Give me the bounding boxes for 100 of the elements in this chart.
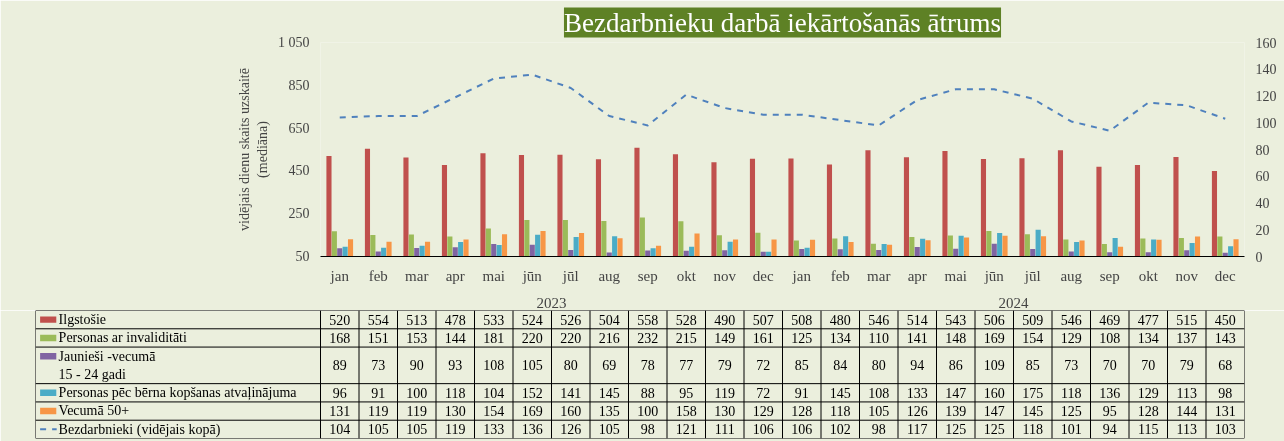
data-label: 149 (714, 330, 736, 346)
data-label: 118 (1061, 385, 1082, 401)
data-label: 131 (329, 404, 351, 420)
y2-tick-label: 60 (1255, 169, 1270, 185)
x-tick-label: sep (1099, 267, 1120, 284)
data-label: 158 (675, 404, 697, 420)
data-label: 94 (910, 358, 925, 374)
data-label: 69 (602, 358, 617, 374)
data-label: 161 (752, 330, 774, 346)
data-label: 119 (406, 404, 427, 420)
data-label: 125 (1060, 404, 1082, 420)
data-label: 546 (868, 312, 890, 328)
data-label: 101 (1060, 422, 1082, 438)
data-label: 137 (1176, 330, 1198, 346)
data-label: 77 (679, 358, 694, 374)
data-label: 168 (329, 330, 351, 346)
y-tick-label: 50 (295, 249, 310, 264)
y2-tick-label: 80 (1255, 142, 1270, 158)
x-tick-label: aug (598, 267, 621, 284)
x-tick-label: mar (867, 267, 891, 284)
data-label: 108 (483, 358, 505, 374)
data-label: 133 (906, 385, 928, 401)
data-label: 515 (1176, 312, 1198, 328)
data-label: 96 (332, 385, 347, 401)
data-label: 134 (1137, 330, 1159, 346)
data-label: 88 (640, 385, 655, 401)
data-label: 79 (1179, 358, 1194, 374)
data-label: 133 (483, 422, 505, 438)
data-label: 103 (1214, 422, 1236, 438)
data-label: 113 (1176, 422, 1197, 438)
y-tick-label: 850 (288, 77, 310, 93)
y-tick-label: 1 050 (278, 35, 310, 50)
data-label: 125 (945, 422, 967, 438)
data-label: 513 (406, 312, 428, 328)
x-tick-label: nov (1175, 267, 1199, 284)
y2-tick-label: 40 (1255, 196, 1270, 211)
data-label: 126 (906, 404, 928, 420)
data-label: 129 (1137, 385, 1159, 401)
y-tick-label: 450 (288, 163, 310, 179)
data-label: 130 (444, 404, 466, 420)
x-tick-label: nov (713, 267, 737, 284)
data-label: 91 (794, 385, 809, 401)
data-label: 220 (521, 330, 543, 346)
data-label: 72 (756, 358, 771, 374)
legend-label: Personas pēc bērna kopšanas atvaļinājuma (58, 385, 298, 402)
legend-label: Jaunieši -vecumā 15 - 24 gadi (58, 348, 157, 383)
data-label: 477 (1137, 312, 1159, 328)
data-label: 509 (1022, 312, 1044, 328)
x-tick-label: okt (676, 267, 697, 284)
data-label: 85 (794, 358, 809, 374)
x-tick-label: mai (482, 267, 505, 284)
data-label: 154 (483, 404, 505, 420)
y-axis-title: vidējais dienu skaits uzskaitē (mediāna) (237, 68, 271, 231)
data-label: 113 (1176, 385, 1197, 401)
data-label: 98 (871, 422, 886, 438)
data-label: 232 (637, 330, 659, 346)
data-label: 507 (752, 312, 774, 328)
data-label: 554 (367, 312, 389, 328)
data-label: 79 (717, 358, 732, 374)
data-label: 136 (1099, 385, 1121, 401)
data-label: 119 (714, 385, 735, 401)
data-label: 105 (406, 422, 428, 438)
data-label: 136 (521, 422, 543, 438)
data-label: 129 (1060, 330, 1082, 346)
data-label: 490 (714, 312, 736, 328)
data-label: 160 (560, 404, 582, 420)
data-label: 104 (329, 422, 351, 438)
y2-tick-label: 20 (1255, 222, 1270, 238)
data-label: 450 (1214, 312, 1236, 328)
data-label: 121 (675, 422, 697, 438)
chart-title: Bezdarbnieku darbā iekārtošanās ātrums (563, 7, 1002, 38)
x-tick-label: jūl (561, 267, 579, 284)
text: 2023 (536, 294, 567, 311)
data-label: 115 (1138, 422, 1159, 438)
x-tick-label: jūl (1023, 267, 1041, 284)
x-tick-label: jūn (983, 267, 1005, 284)
data-label: 119 (445, 422, 466, 438)
data-label: 91 (371, 385, 386, 401)
data-label: 118 (830, 404, 851, 420)
data-label: 125 (983, 422, 1005, 438)
data-label: 89 (332, 358, 347, 374)
data-label: 84 (833, 358, 848, 374)
x-tick-label: feb (368, 267, 388, 284)
data-label: 105 (367, 422, 389, 438)
data-label: 70 (1102, 358, 1117, 374)
data-label: 109 (983, 358, 1005, 374)
y2-tick-label: 160 (1255, 35, 1277, 51)
data-label: 160 (983, 385, 1005, 401)
data-label: 106 (752, 422, 774, 438)
data-label: 546 (1060, 312, 1082, 328)
data-label: 216 (598, 330, 620, 346)
data-label: 128 (1137, 404, 1159, 420)
data-label: 100 (406, 385, 428, 401)
data-label: 98 (1218, 385, 1233, 401)
y2-tick-label: 140 (1255, 62, 1277, 78)
y2-tick-label: 0 (1255, 249, 1263, 265)
data-label: 514 (906, 312, 928, 328)
data-label: 105 (521, 358, 543, 374)
data-label: 148 (945, 330, 967, 346)
data-label: 143 (1214, 330, 1236, 346)
